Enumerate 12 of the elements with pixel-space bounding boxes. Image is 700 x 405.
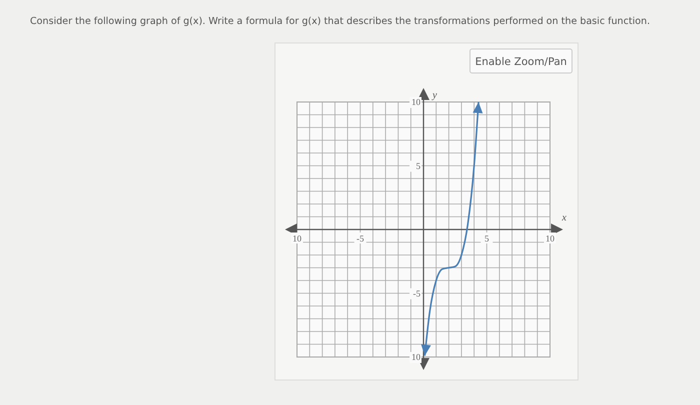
chart-title: Consider the following graph of g(x). Write a formula for g(x) that describes the transformations performed on the basic function. [30, 16, 652, 27]
x-tick-label: 5 [484, 234, 490, 244]
y-tick-label: -5 [413, 288, 421, 298]
y-axis-title: y [432, 90, 438, 101]
x-tick-label: 10 [546, 234, 555, 244]
x-tick-label: -5 [356, 234, 364, 244]
y-tick-label: 10 [412, 352, 421, 362]
y-tick-label: 5 [416, 160, 421, 171]
x-axis-title: x [561, 212, 567, 224]
text: Enable Zoom/Pan [475, 56, 567, 68]
x-tick-label: 10 [292, 234, 302, 244]
y-tick-label: 10 [412, 97, 421, 107]
